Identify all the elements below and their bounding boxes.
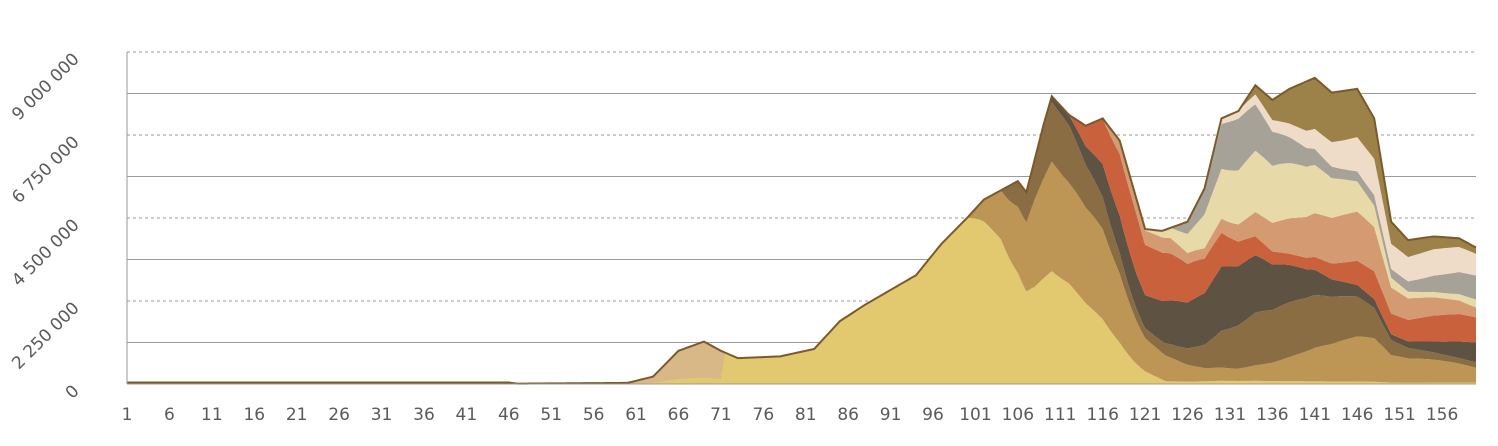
x-tick-label: 141 <box>1299 405 1331 425</box>
x-tick-label: 121 <box>1129 405 1161 425</box>
area-series-group <box>127 76 1477 385</box>
x-tick-label: 11 <box>201 405 223 425</box>
area-series-7 <box>127 96 1476 384</box>
area-series-4 <box>127 96 1476 384</box>
x-tick-label: 81 <box>795 405 817 425</box>
gridlines <box>127 51 1476 343</box>
x-tick-label: 126 <box>1171 405 1203 425</box>
x-tick-label: 131 <box>1214 405 1246 425</box>
x-tick-label: 46 <box>498 405 520 425</box>
area-series-10 <box>127 77 1476 384</box>
x-tick-label: 71 <box>710 405 732 425</box>
x-tick-label: 151 <box>1383 405 1415 425</box>
x-tick-label: 116 <box>1086 405 1118 425</box>
y-tick-label: 9 000 000 <box>8 49 83 124</box>
axes <box>126 52 1476 385</box>
total-outline <box>127 76 1477 385</box>
x-tick-label: 136 <box>1256 405 1288 425</box>
x-tick-label: 106 <box>1002 405 1034 425</box>
x-tick-label: 91 <box>880 405 902 425</box>
x-tick-label: 66 <box>668 405 690 425</box>
x-tick-label: 101 <box>959 405 991 425</box>
area-series-2 <box>127 161 1476 384</box>
x-tick-label: 56 <box>583 405 605 425</box>
x-tick-label: 36 <box>413 405 435 425</box>
x-tick-label: 146 <box>1341 405 1373 425</box>
x-tick-label: 96 <box>922 405 944 425</box>
x-tick-label: 51 <box>540 405 562 425</box>
y-tick-label: 0 <box>62 381 84 403</box>
x-tick-label: 16 <box>243 405 265 425</box>
x-tick-label: 156 <box>1426 405 1458 425</box>
x-tick-label: 1 <box>122 405 133 425</box>
y-axis-tick-labels: 0 2 250 000 4 500 000 6 750 000 9 000 000 <box>8 49 83 403</box>
x-tick-label: 26 <box>328 405 350 425</box>
x-tick-label: 86 <box>837 405 859 425</box>
x-tick-label: 111 <box>1044 405 1076 425</box>
x-tick-label: 61 <box>625 405 647 425</box>
x-tick-label: 41 <box>456 405 478 425</box>
x-tick-label: 21 <box>286 405 308 425</box>
x-tick-label: 6 <box>164 405 175 425</box>
y-tick-label: 2 250 000 <box>8 298 83 373</box>
x-tick-label: 31 <box>371 405 393 425</box>
y-tick-label: 4 500 000 <box>8 215 83 290</box>
x-axis-tick-labels: 1 6 11 16 21 26 31 36 41 46 51 56 61 66 71 76 81 86 91 96 10… <box>122 405 1459 425</box>
x-tick-label: 76 <box>753 405 775 425</box>
y-tick-label: 6 750 000 <box>8 132 83 207</box>
